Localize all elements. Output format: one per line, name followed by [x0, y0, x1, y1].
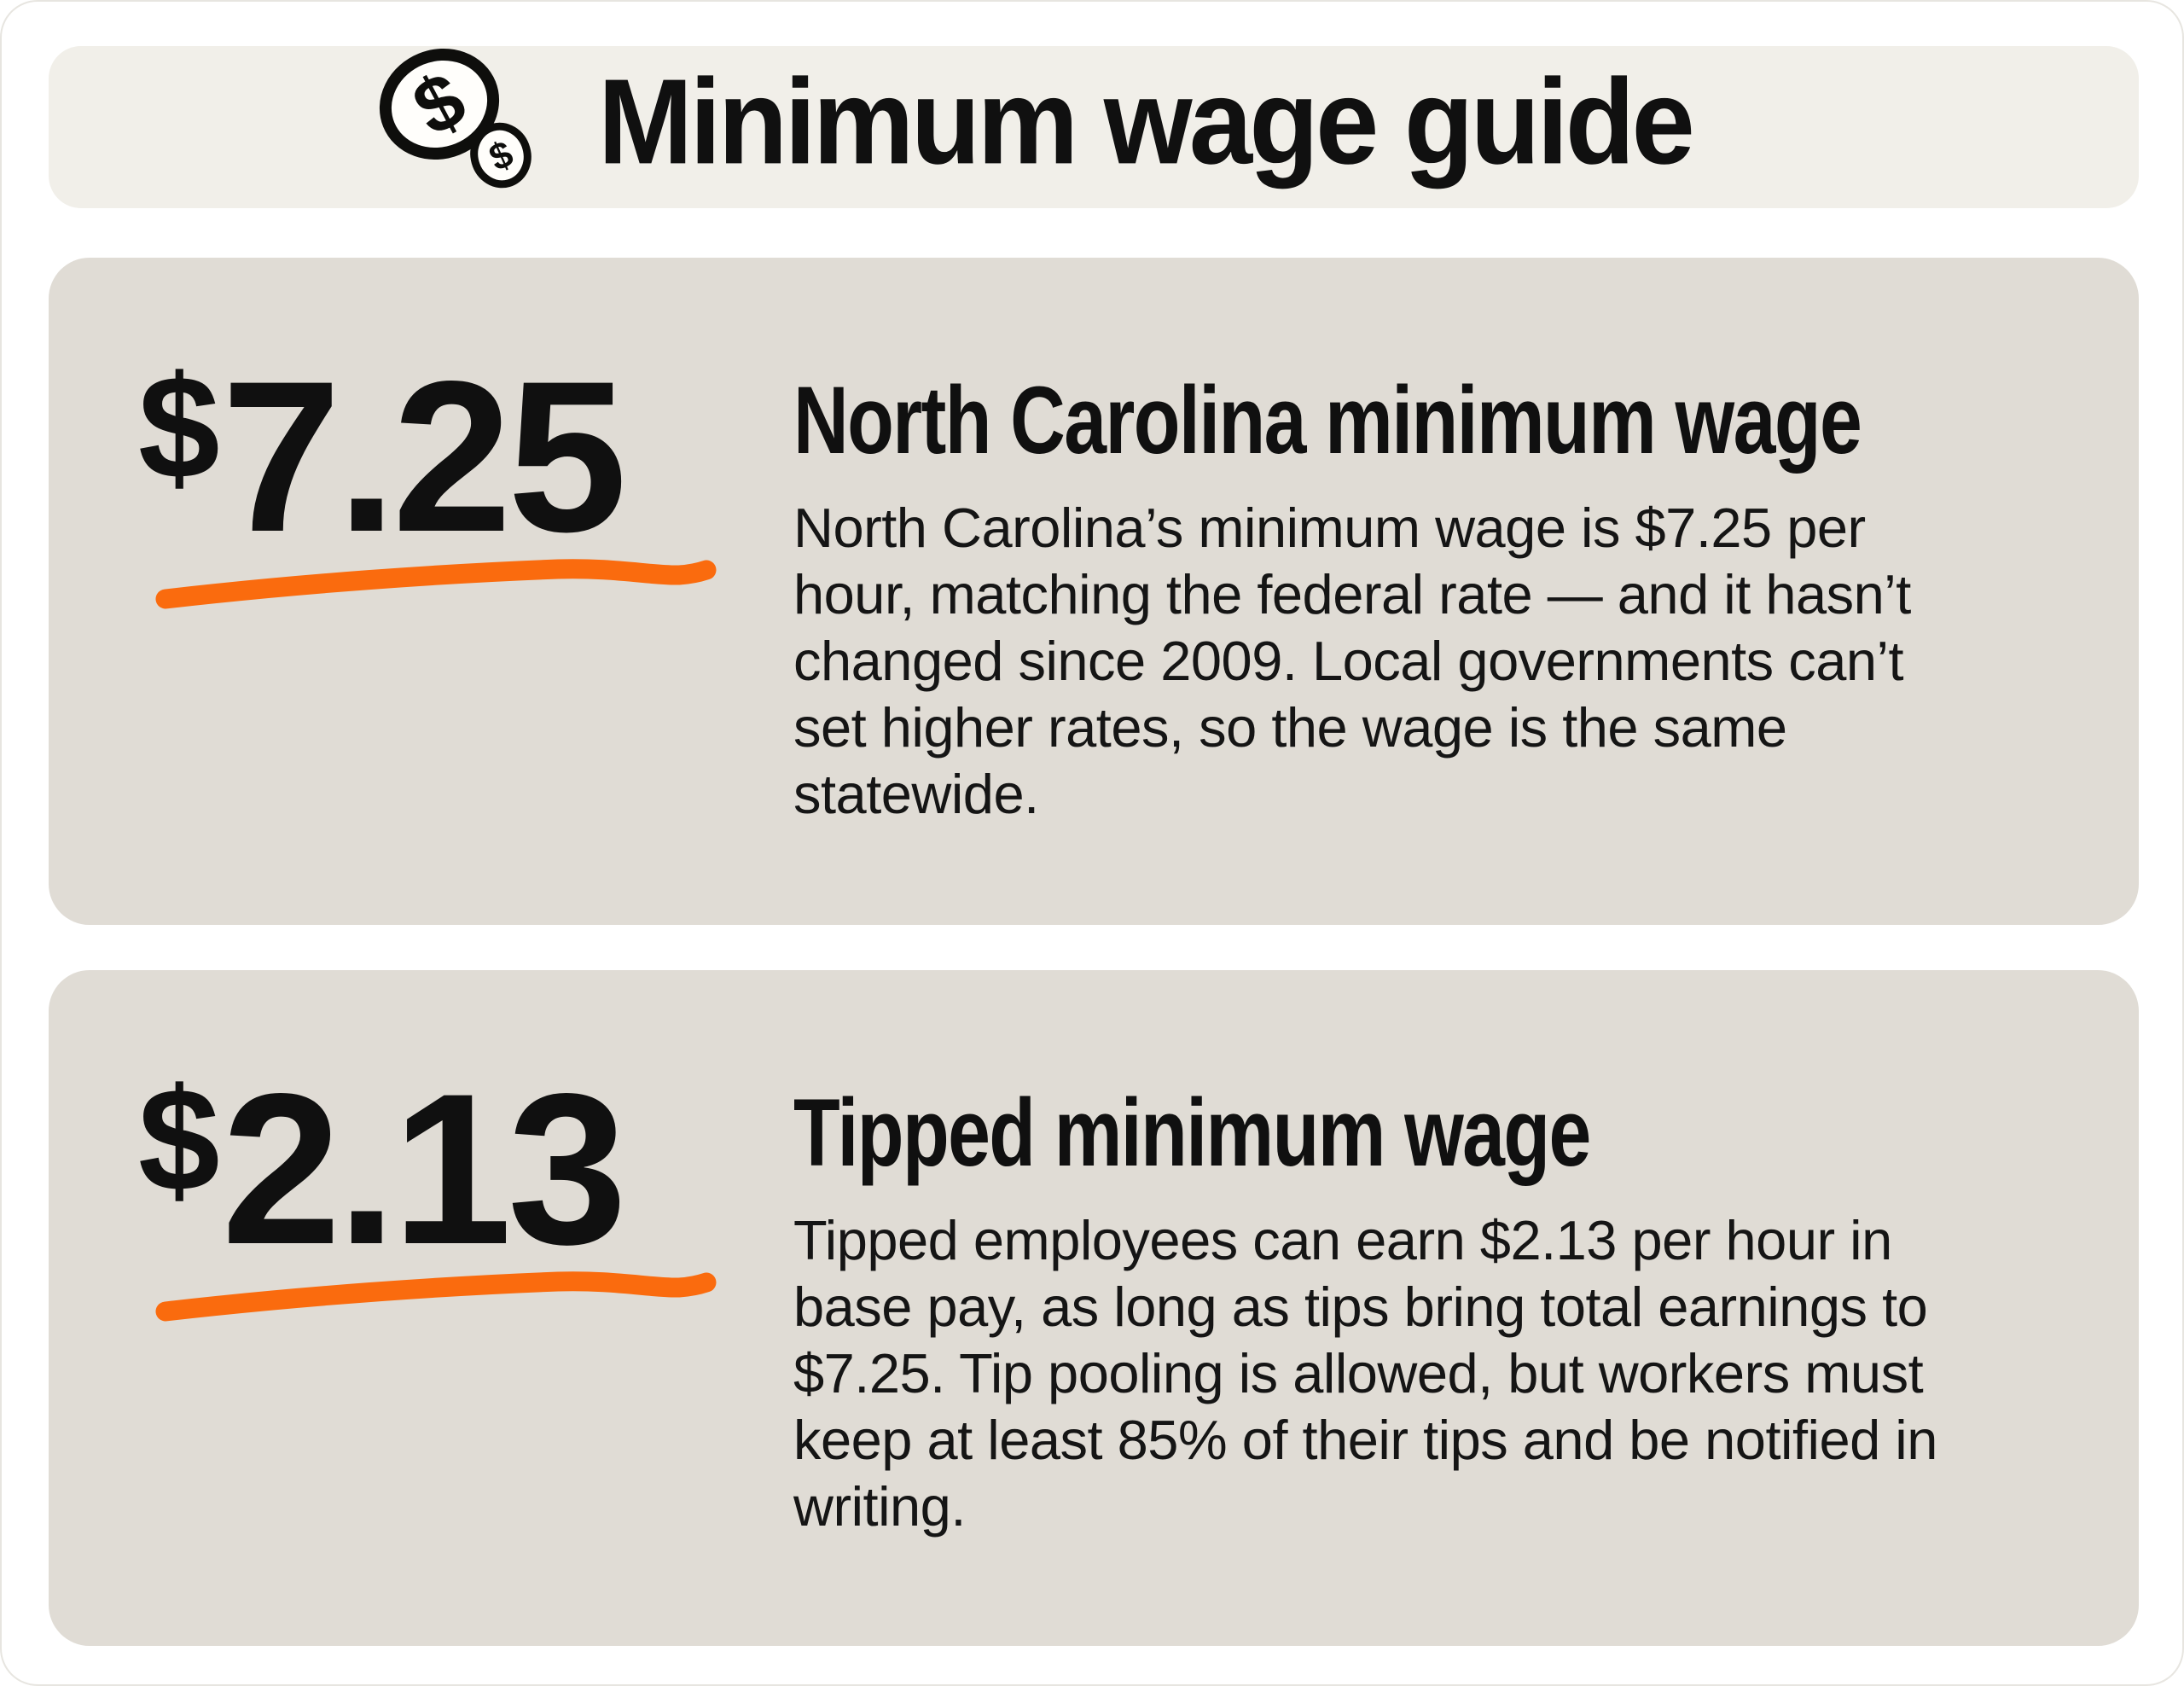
tipped-card-heading: Tipped minimum wage	[793, 1079, 1591, 1186]
header-bar: $ $ Minimum wage guide	[49, 46, 2139, 208]
nc-wage-currency-symbol: $	[138, 346, 220, 509]
card-nc-amount-column: $7.25	[49, 258, 793, 925]
tipped-wage-amount: $2.13	[138, 1062, 793, 1277]
card-nc-text-column: North Carolina minimum wage North Caroli…	[793, 258, 2179, 925]
page-title: Minimum wage guide	[597, 54, 1695, 190]
tipped-wage-currency-symbol: $	[138, 1058, 220, 1222]
nc-wage-amount: $7.25	[138, 350, 793, 565]
card-tipped-minimum-wage: $2.13 Tipped minimum wage Tipped employe…	[49, 970, 2139, 1646]
nc-wage-value: 7.25	[221, 337, 627, 577]
orange-underline-stroke	[155, 559, 717, 609]
nc-card-body: North Carolina’s minimum wage is $7.25 p…	[793, 497, 1911, 826]
coins-icon: $ $	[379, 48, 531, 189]
tipped-wage-value: 2.13	[221, 1049, 627, 1289]
card-tipped-amount-column: $2.13	[49, 970, 793, 1646]
card-tipped-text-column: Tipped minimum wage Tipped employees can…	[793, 970, 2139, 1646]
big-coin: $	[379, 48, 500, 160]
small-coin: $	[470, 122, 531, 189]
nc-card-heading: North Carolina minimum wage	[793, 367, 1862, 474]
card-nc-minimum-wage: $7.25 North Carolina minimum wage North …	[49, 258, 2139, 925]
orange-underline-stroke	[155, 1271, 717, 1322]
tipped-card-body: Tipped employees can earn $2.13 per hour…	[793, 1209, 1937, 1538]
